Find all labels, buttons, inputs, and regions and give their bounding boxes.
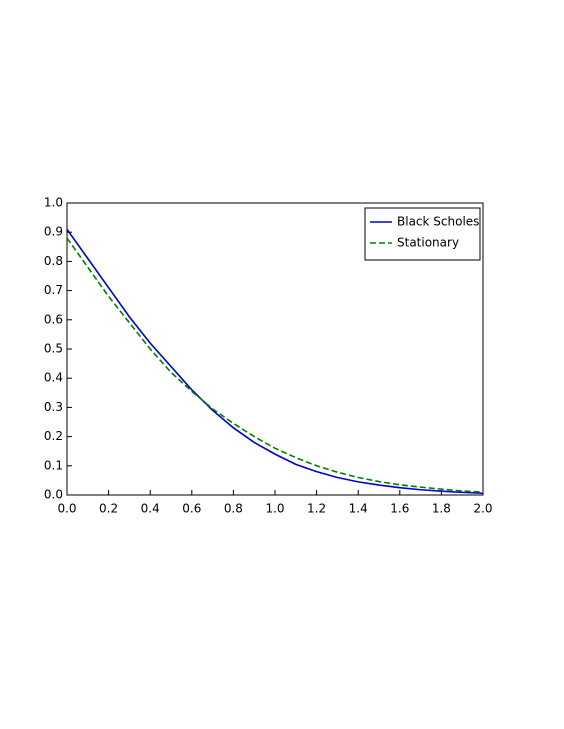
y-tick-label: 0.7 bbox=[44, 283, 63, 297]
y-tick-label: 1.0 bbox=[44, 196, 63, 210]
y-tick-label: 0.2 bbox=[44, 429, 63, 443]
x-tick-label: 0.0 bbox=[57, 502, 76, 516]
x-tick-label: 0.4 bbox=[141, 502, 160, 516]
y-tick-label: 0.9 bbox=[44, 225, 63, 239]
series-line bbox=[66, 237, 484, 493]
x-tick-label: 2.0 bbox=[473, 502, 492, 516]
x-tick-label: 1.6 bbox=[390, 502, 409, 516]
x-tick-label: 1.8 bbox=[432, 502, 451, 516]
x-tick-label: 0.6 bbox=[182, 502, 201, 516]
y-tick-label: 0.5 bbox=[44, 342, 63, 356]
x-tick-label: 1.2 bbox=[307, 502, 326, 516]
legend-label: Black Scholes bbox=[397, 215, 479, 229]
y-tick-label: 0.4 bbox=[44, 371, 63, 385]
legend-label: Stationary bbox=[397, 236, 459, 250]
series-line bbox=[66, 228, 484, 495]
y-tick-label: 0.3 bbox=[44, 400, 63, 414]
y-tick-label: 0.0 bbox=[44, 488, 63, 502]
y-tick-label: 0.6 bbox=[44, 312, 63, 326]
legend-box bbox=[364, 207, 481, 261]
x-tick-label: 0.8 bbox=[224, 502, 243, 516]
x-tick-label: 1.4 bbox=[349, 502, 368, 516]
x-tick-label: 0.2 bbox=[99, 502, 118, 516]
x-tick-label: 1.0 bbox=[265, 502, 284, 516]
y-tick-label: 0.1 bbox=[44, 458, 63, 472]
y-tick-label: 0.8 bbox=[44, 254, 63, 268]
